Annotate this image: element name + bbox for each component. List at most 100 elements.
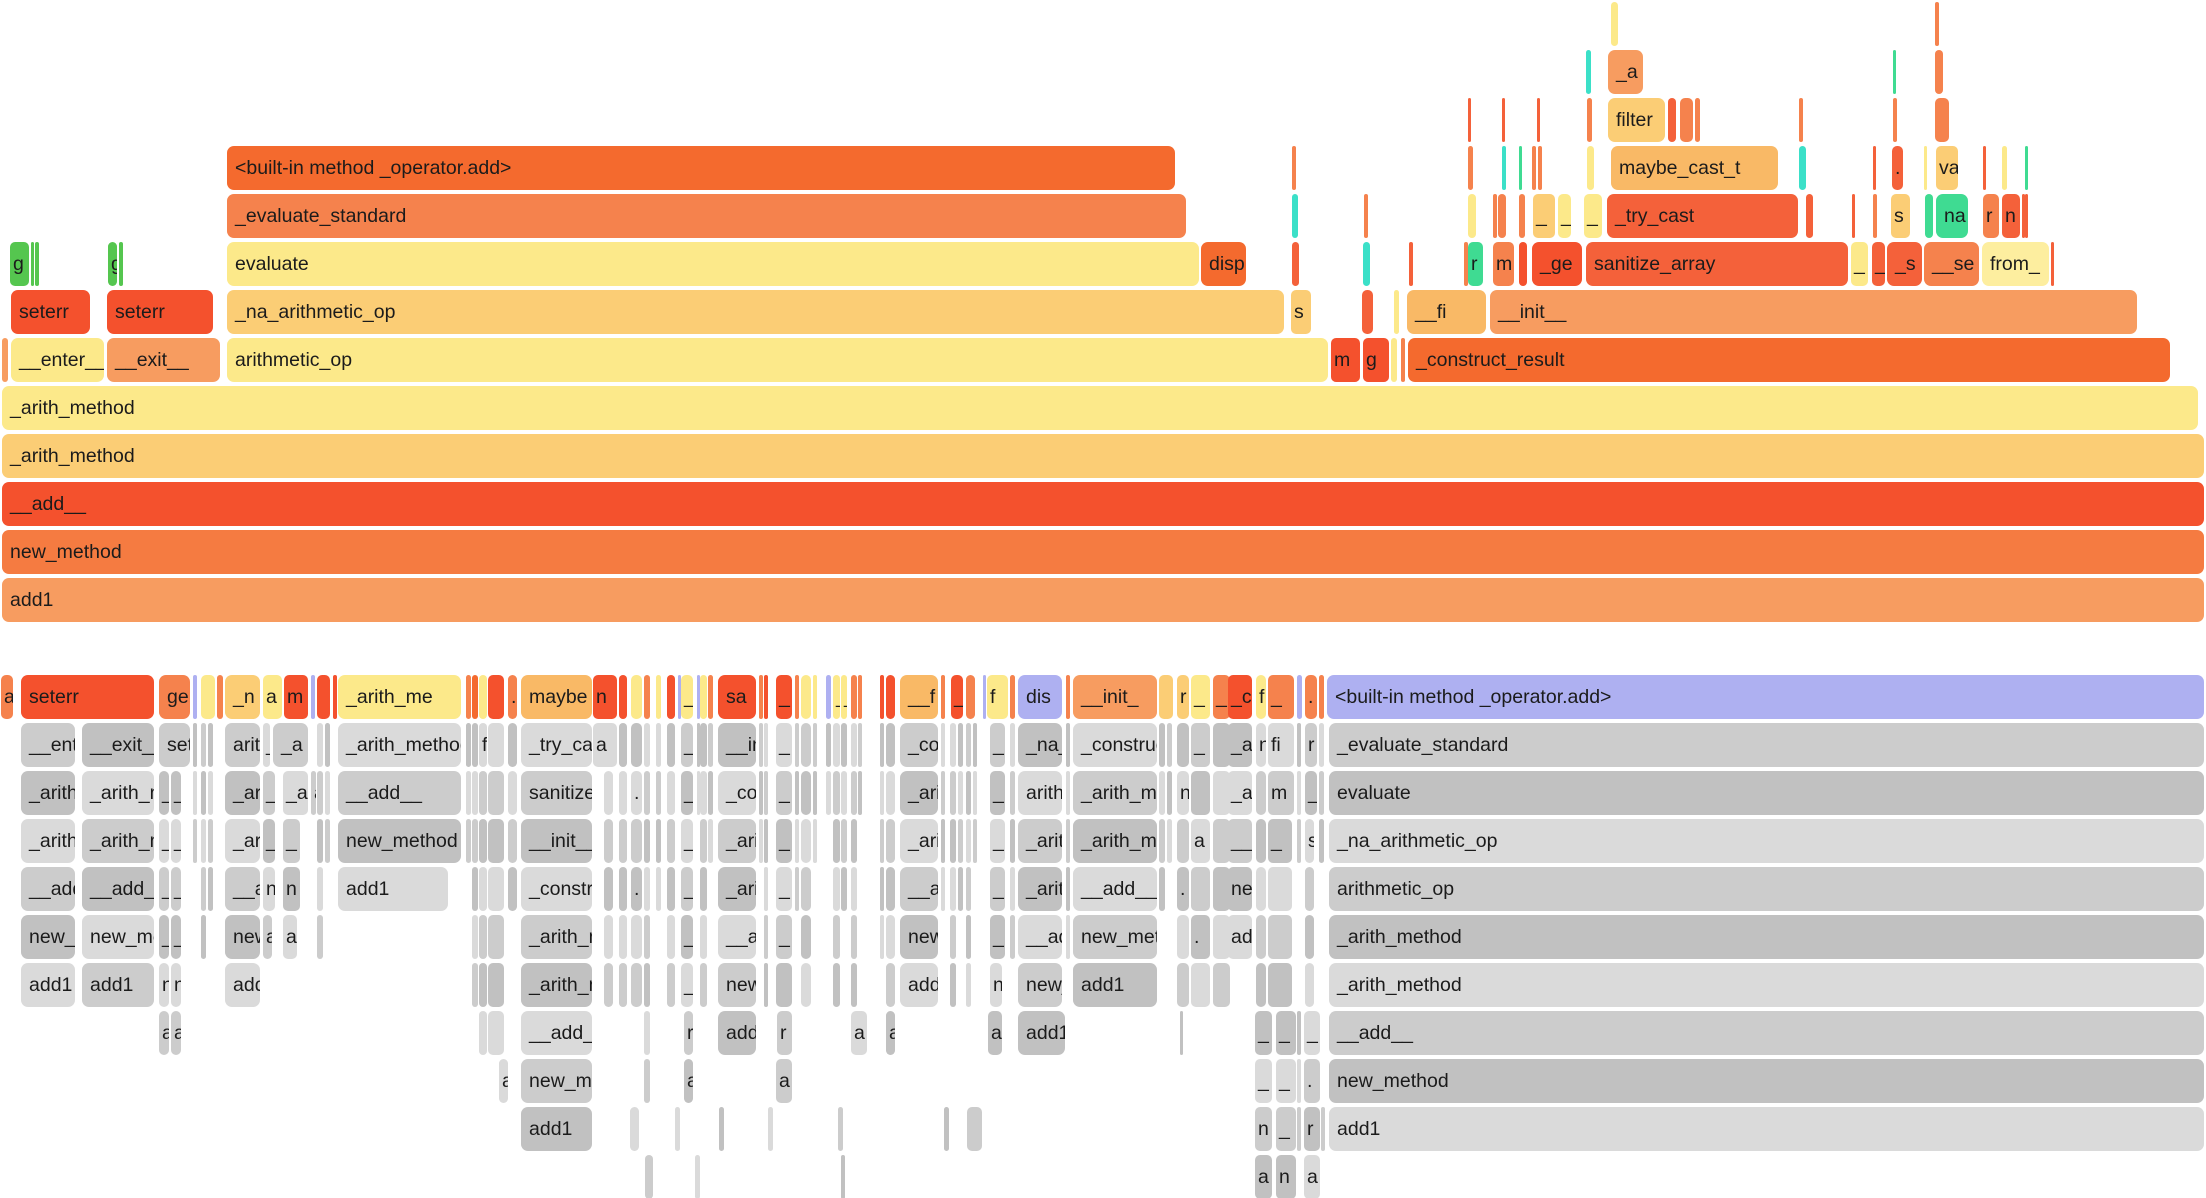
frame-bar[interactable]: _ [1851,242,1868,286]
caller-frame-bar[interactable]: add1 [718,1011,756,1055]
caller-frame-bar[interactable] [851,915,857,959]
caller-frame-bar[interactable] [667,819,675,863]
caller-frame-bar[interactable] [886,915,895,959]
frame-bar[interactable]: _construct_result [1408,338,2170,382]
caller-frame-bar[interactable] [317,867,323,911]
frame-bar[interactable] [678,675,681,719]
caller-frame-bar[interactable] [619,963,627,1007]
caller-frame-bar[interactable] [886,819,895,863]
caller-frame-bar[interactable]: _arith_method [718,819,756,863]
frame-bar[interactable] [880,675,884,719]
caller-frame-bar[interactable] [1177,915,1189,959]
frame-bar[interactable] [644,675,650,719]
caller-frame-bar[interactable] [667,867,675,911]
caller-frame-bar[interactable] [325,819,330,863]
caller-frame-bar[interactable] [604,819,613,863]
caller-frame-bar[interactable]: _arith_method [1018,867,1062,911]
caller-frame-bar[interactable] [619,819,627,863]
frame-bar[interactable]: a [1,675,13,719]
caller-frame-bar[interactable] [619,723,627,767]
caller-frame-bar[interactable] [631,819,642,863]
frame-bar[interactable] [35,242,39,286]
caller-frame-bar[interactable]: a [311,771,316,815]
frame-bar[interactable]: sa [718,675,756,719]
caller-frame-bar[interactable] [1213,723,1230,767]
frame-bar[interactable] [795,675,799,719]
caller-frame-bar[interactable] [667,963,675,1007]
caller-frame-bar[interactable] [472,915,478,959]
caller-frame-bar[interactable]: _arith_method [1329,915,2204,959]
frame-bar[interactable]: _evaluate_standard [227,194,1186,238]
caller-frame-bar[interactable]: a [851,1011,867,1055]
frame-bar[interactable]: f [1256,675,1266,719]
frame-bar[interactable] [966,675,975,719]
caller-frame-bar[interactable]: _arith_method [159,867,169,911]
caller-frame-bar[interactable]: new_method [900,915,938,959]
caller-frame-bar[interactable] [764,723,768,767]
caller-frame-bar[interactable]: __add__ [171,915,181,959]
frame-bar[interactable] [619,675,627,719]
caller-frame-bar[interactable] [472,723,478,767]
frame-bar[interactable] [700,675,707,719]
caller-frame-bar[interactable]: new_method [171,963,181,1007]
caller-frame-bar[interactable] [1010,771,1015,815]
frame-bar[interactable]: n [2002,194,2020,238]
caller-frame-bar[interactable] [1159,867,1165,911]
caller-frame-bar[interactable]: _construct_result [521,867,592,911]
caller-frame-bar[interactable] [208,771,213,815]
caller-frame-bar[interactable] [708,771,713,815]
caller-frame-bar[interactable] [851,771,857,815]
caller-frame-bar[interactable]: _arith_method [521,963,592,1007]
frame-bar[interactable] [1363,242,1370,286]
frame-bar[interactable]: r [1177,675,1189,719]
caller-frame-bar[interactable] [1268,963,1292,1007]
caller-frame-bar[interactable] [1010,867,1015,911]
caller-frame-bar[interactable]: _a [273,723,308,767]
caller-frame-bar[interactable] [317,723,323,767]
caller-frame-bar[interactable] [826,771,831,815]
frame-bar[interactable]: seterr [11,290,90,334]
caller-frame-bar[interactable]: _ [681,867,693,911]
caller-frame-bar[interactable]: _arith_method [900,771,938,815]
frame-bar[interactable] [2,338,8,382]
caller-frame-bar[interactable] [708,723,713,767]
caller-frame-bar[interactable] [644,1059,650,1103]
caller-frame-bar[interactable]: _ [1191,723,1210,767]
caller-frame-bar[interactable] [700,771,707,815]
caller-frame-bar[interactable] [700,867,707,911]
caller-frame-bar[interactable] [201,915,206,959]
caller-frame-bar[interactable] [801,771,811,815]
caller-frame-bar[interactable] [966,867,971,911]
caller-frame-bar[interactable] [941,867,945,911]
caller-frame-bar[interactable]: _try_cast [521,723,592,767]
caller-frame-bar[interactable] [479,867,487,911]
caller-frame-bar[interactable] [1159,771,1165,815]
caller-frame-bar[interactable] [973,771,977,815]
frame-bar[interactable] [759,675,763,719]
caller-frame-bar[interactable] [1159,819,1165,863]
caller-frame-bar[interactable]: a [776,1059,792,1103]
caller-frame-bar[interactable]: . [1191,915,1210,959]
caller-frame-bar[interactable] [700,963,707,1007]
caller-frame-bar[interactable] [488,819,504,863]
frame-bar[interactable] [1292,242,1299,286]
caller-frame-bar[interactable] [201,771,206,815]
caller-frame-bar[interactable] [1066,915,1070,959]
caller-frame-bar[interactable]: _construct_result [1073,723,1157,767]
caller-frame-bar[interactable]: __enter__ [21,723,75,767]
frame-bar[interactable]: sanitize_array [1586,242,1848,286]
caller-frame-bar[interactable]: _ [776,915,792,959]
frame-bar[interactable] [1498,194,1506,238]
frame-bar[interactable] [1364,194,1368,238]
caller-frame-bar[interactable] [700,819,707,863]
selected-frame-bar[interactable]: <built-in method _operator.add> [1327,675,2204,719]
caller-frame-bar[interactable]: a [263,915,272,959]
caller-frame-bar[interactable] [886,963,895,1007]
caller-frame-bar[interactable] [1177,963,1189,1007]
caller-frame-bar[interactable] [508,771,517,815]
caller-frame-bar[interactable]: s [1305,819,1314,863]
caller-frame-bar[interactable]: __exit__ [82,723,154,767]
caller-frame-bar[interactable] [833,771,840,815]
caller-frame-bar[interactable] [764,819,768,863]
frame-bar[interactable] [1493,194,1497,238]
